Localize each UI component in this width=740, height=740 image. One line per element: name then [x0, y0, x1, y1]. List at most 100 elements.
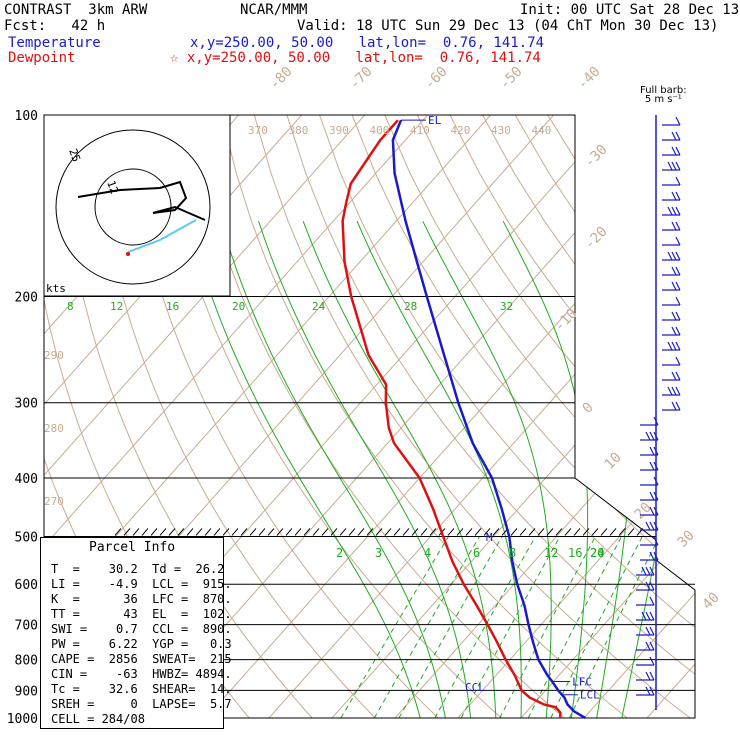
- wind-barb-flag: [675, 266, 681, 276]
- hodograph-trace: [77, 180, 206, 221]
- barb-legend-line-2: 5 m s⁻¹: [644, 94, 682, 105]
- dry-adiabat-line: [711, 115, 740, 718]
- theta-label: 430: [491, 124, 511, 137]
- wind-barb-flag: [675, 296, 681, 306]
- hatch-mark: [366, 528, 374, 536]
- wind-barb: [636, 671, 655, 681]
- wind-barb-flag: [671, 266, 677, 276]
- wind-barb: [662, 191, 681, 201]
- isotherm-label: 40: [700, 590, 723, 613]
- wind-barb-flag: [671, 311, 677, 321]
- wind-barb: [662, 116, 681, 126]
- hodograph-units-label: kts: [46, 282, 66, 295]
- theta-label: 420: [451, 124, 471, 137]
- wind-barb-flag: [649, 431, 655, 441]
- wind-barb: [662, 386, 681, 396]
- wind-barb-flag: [653, 461, 659, 471]
- theta-label: 380: [289, 124, 309, 137]
- moist-adiabat-line: [258, 221, 472, 718]
- wind-barb-flag: [675, 221, 681, 231]
- wind-barb-flag: [649, 671, 655, 681]
- wind-barb: [640, 416, 659, 426]
- dewpoint-profile-line: [341, 119, 562, 719]
- wind-barb-flag: [667, 251, 673, 261]
- hatch-mark: [141, 528, 149, 536]
- wind-barb-flag: [645, 671, 651, 681]
- wind-barb-flag: [645, 581, 651, 591]
- wind-barb: [640, 551, 659, 561]
- theta-e-label: 24: [312, 300, 326, 313]
- wind-barb: [662, 161, 681, 171]
- wind-barb-flag: [649, 566, 655, 576]
- parcel-info-panel: Parcel Info T = 30.2 Td = 26.2 LI = -4.9…: [40, 537, 232, 729]
- parcel-row: Tc = 32.6 SHEAR= 14.: [51, 682, 232, 696]
- wind-barb: [662, 356, 681, 366]
- wind-barb-flag: [645, 626, 651, 636]
- parcel-row: CAPE = 2856 SWEAT= 215: [51, 652, 232, 666]
- dry-adiabat-line: [514, 115, 695, 718]
- isotherm-line: [44, 115, 366, 718]
- level-marker-label: LFC: [572, 676, 592, 689]
- hatch-mark: [627, 528, 635, 536]
- wind-barb-flag: [671, 401, 677, 411]
- wind-barb-flag: [653, 521, 659, 531]
- wind-barb-flag: [675, 161, 681, 171]
- dry-adiabat-line: [90, 115, 376, 718]
- wind-barb: [662, 296, 681, 306]
- isotherm-label: -70: [347, 64, 376, 93]
- dry-adiabat-line: [384, 115, 695, 718]
- wind-barb-flag: [675, 281, 681, 291]
- mixing-ratio-line: [569, 536, 660, 718]
- mixing-ratio-label: 6: [473, 546, 480, 560]
- hatch-mark: [591, 528, 599, 536]
- mixing-ratio-label: 3: [375, 546, 382, 560]
- theta-e-label: 8: [67, 300, 74, 313]
- hatch-mark: [519, 528, 527, 536]
- wind-barb-flag: [675, 371, 681, 381]
- wind-barb: [662, 311, 681, 321]
- pressure-tick-label: 500: [15, 530, 38, 545]
- hatch-mark: [564, 528, 572, 536]
- wind-barb: [640, 446, 659, 456]
- mixing-ratio-label: 8: [509, 546, 516, 560]
- hodograph-lowlevel-trace: [127, 219, 197, 253]
- wind-barb-flag: [667, 206, 673, 216]
- mixing-ratio-label: 12: [544, 546, 558, 560]
- hatch-mark: [600, 528, 608, 536]
- isotherm-line: [457, 115, 695, 718]
- isotherm-line: [394, 115, 695, 718]
- pressure-tick-label: 1000: [7, 712, 38, 727]
- wind-barb-flag: [645, 431, 651, 441]
- wind-barb-flag: [653, 431, 659, 441]
- valid-time: Valid: 18 UTC Sun 29 Dec 13 (04 ChT Mon …: [297, 18, 719, 34]
- wind-barb-flag: [675, 131, 681, 141]
- wind-barb-flag: [671, 281, 677, 291]
- level-marker-label: LCL: [580, 689, 600, 702]
- hatch-mark: [393, 528, 401, 536]
- wind-barb-flag: [675, 341, 681, 351]
- wind-barb: [636, 686, 655, 696]
- isotherm-label: -40: [575, 64, 604, 93]
- wind-barb-flag: [645, 521, 651, 531]
- pressure-tick-label: 400: [15, 472, 38, 487]
- wind-barb-flag: [671, 161, 677, 171]
- wind-barb-flag: [645, 641, 651, 651]
- hatch-mark: [276, 528, 284, 536]
- wind-barb-flag: [671, 326, 677, 336]
- wind-barb-flag: [675, 146, 681, 156]
- temperature-profile-line: [391, 119, 586, 720]
- wind-barb-flag: [675, 206, 681, 216]
- wind-barb-flag: [641, 566, 647, 576]
- isotherm-label: -80: [267, 64, 296, 93]
- isotherm-line: [520, 115, 695, 718]
- moist-adiabat-line: [188, 221, 421, 718]
- moist-adiabat-line: [302, 221, 497, 718]
- isotherm-line: [583, 115, 695, 718]
- dry-adiabat-line: [612, 115, 695, 718]
- hatch-mark: [537, 528, 545, 536]
- hodograph-box: [43, 114, 231, 297]
- wind-barb-flag: [671, 206, 677, 216]
- hatch-mark: [177, 528, 185, 536]
- hatch-mark: [267, 528, 275, 536]
- hodograph-ring-inner: [94, 168, 172, 246]
